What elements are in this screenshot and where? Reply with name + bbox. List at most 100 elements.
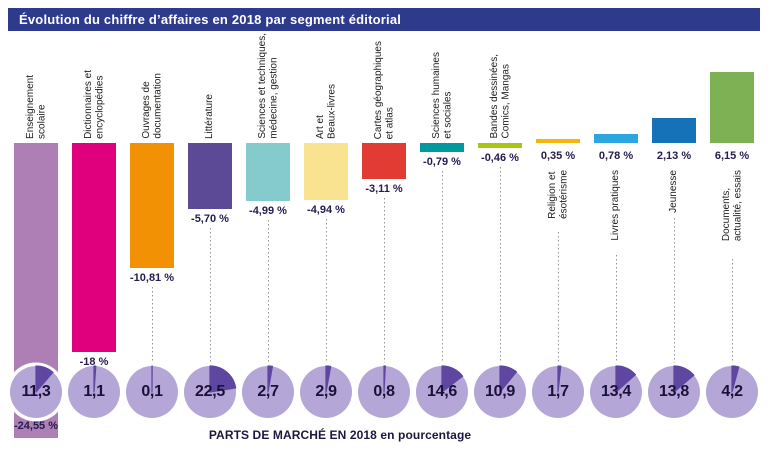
pie-wedge	[325, 365, 332, 393]
bar	[130, 143, 174, 268]
category-label: Cartes géographiques et atlas	[372, 40, 396, 139]
pie-wedge	[673, 365, 695, 393]
pie-wedge	[557, 365, 562, 393]
category-label: Ouvrages de documentation	[140, 73, 164, 139]
bar	[304, 143, 348, 200]
value-label: -3,11 %	[365, 183, 403, 195]
segment-column: Ouvrages de documentation -10,81 % 0,1	[122, 0, 182, 454]
segment-column: Bandes dessinées, Comics, Mangas -0,46 % 10…	[470, 0, 530, 454]
pie-wedge	[383, 365, 386, 393]
category-label-wrap: Enseignement scolaire	[7, 75, 65, 139]
segment-column: Sciences humaines et sociales -0,79 % 14,6	[412, 0, 472, 454]
market-share-pie	[470, 362, 530, 422]
pie-wedge	[731, 365, 740, 393]
pie-wedge	[93, 365, 97, 393]
market-share-pie	[528, 362, 588, 422]
bar	[536, 139, 580, 143]
market-share-pie	[6, 362, 66, 422]
bar	[420, 143, 464, 152]
category-label: Sciences humaines et sociales	[430, 52, 454, 139]
leader-line	[151, 287, 153, 364]
category-label-wrap: Livres pratiques	[587, 170, 645, 241]
market-share-value: 13,8	[659, 383, 689, 400]
bar	[710, 72, 754, 143]
pie-wedge	[35, 365, 54, 393]
leader-line	[325, 219, 327, 364]
category-label-wrap: Religion et ésotérisme	[529, 170, 587, 219]
segment-column: Cartes géographiques et atlas -3,11 % 0,8	[354, 0, 414, 454]
market-share-value: 22,5	[195, 383, 225, 400]
chart-title: Évolution du chiffre d’affaires en 2018 …	[19, 12, 402, 27]
bar	[594, 134, 638, 143]
market-share-value: 13,4	[601, 383, 631, 400]
leader-line	[557, 231, 559, 364]
market-share-pie	[238, 362, 298, 422]
value-label: 0,35 %	[540, 150, 576, 162]
pie-wedge	[499, 365, 518, 393]
segment-column: Religion et ésotérisme 0,35 % 1,7	[528, 0, 588, 454]
segment-column: Littérature -5,70 % 22,5	[180, 0, 240, 454]
pie-wedge	[267, 365, 273, 393]
market-share-value: 2,7	[257, 383, 279, 400]
market-share-pie	[180, 362, 240, 422]
segment-column: Art et Beaux-livres -4,94 % 2,9	[296, 0, 356, 454]
value-label: -10,81 %	[129, 272, 175, 284]
category-label-wrap: Ouvrages de documentation	[123, 73, 181, 139]
value-label: -24,55 %	[13, 420, 59, 432]
market-share-value: 4,2	[721, 383, 743, 400]
market-share-value: 11,3	[21, 383, 51, 400]
category-label-wrap: Documents, actualité, essais	[703, 170, 761, 241]
market-share-pie	[64, 362, 124, 422]
value-label: 2,13 %	[656, 150, 692, 162]
bar	[362, 143, 406, 179]
market-share-pie	[702, 362, 762, 422]
leader-line	[383, 198, 385, 364]
bar	[188, 143, 232, 209]
chart-title-banner: Évolution du chiffre d’affaires en 2018 …	[8, 8, 760, 31]
category-label: Dictionnaires et encyclopédies	[82, 70, 106, 139]
leader-line	[615, 254, 617, 364]
value-label: -5,70 %	[191, 213, 229, 225]
category-label: Jeunesse	[668, 170, 680, 213]
value-label: -0,46 %	[481, 152, 519, 164]
market-share-pie	[586, 362, 646, 422]
category-label-wrap: Cartes géographiques et atlas	[355, 41, 413, 139]
leader-line	[673, 217, 675, 364]
segment-column: Enseignement scolaire -24,55 % 11,3	[6, 0, 66, 454]
market-share-pie	[122, 362, 182, 422]
category-label-wrap: Sciences humaines et sociales	[413, 52, 471, 139]
category-label-wrap: Bandes dessinées, Comics, Mangas	[471, 54, 529, 139]
category-label-wrap: Littérature	[181, 94, 239, 139]
bar	[246, 143, 290, 201]
value-label: 0,78 %	[598, 150, 634, 162]
leader-line	[441, 171, 443, 364]
category-label: Littérature	[204, 93, 216, 139]
value-label: -4,99 %	[249, 205, 287, 217]
market-share-pie	[412, 362, 472, 422]
leader-line	[209, 228, 211, 364]
market-share-value: 0,8	[373, 383, 395, 400]
market-share-value: 0,1	[141, 383, 163, 400]
category-label: Livres pratiques	[610, 170, 622, 241]
value-label: 6,15 %	[714, 150, 750, 162]
value-label: -18 %	[79, 356, 109, 368]
market-share-pie	[296, 362, 356, 422]
category-label-wrap: Jeunesse	[645, 170, 703, 213]
market-share-value: 1,1	[83, 383, 105, 400]
category-label: Enseignement scolaire	[24, 75, 48, 139]
segment-column: Documents, actualité, essais 6,15 % 4,2	[702, 0, 762, 454]
bar	[478, 143, 522, 148]
category-label: Religion et ésotérisme	[546, 170, 570, 219]
pie-wedge	[615, 365, 636, 393]
bar	[72, 143, 116, 352]
leader-line	[731, 259, 733, 364]
market-share-pie	[644, 362, 704, 422]
market-share-value: 14,6	[427, 383, 457, 400]
value-label: -4,94 %	[307, 204, 345, 216]
segment-column: Jeunesse 2,13 % 13,8	[644, 0, 704, 454]
bar	[652, 118, 696, 143]
category-label: Sciences et techniques, médecine, gestion	[256, 33, 280, 139]
segment-column: Dictionnaires et encyclopédies -18 % 1,1	[64, 0, 124, 454]
pie-wedge	[441, 365, 464, 393]
